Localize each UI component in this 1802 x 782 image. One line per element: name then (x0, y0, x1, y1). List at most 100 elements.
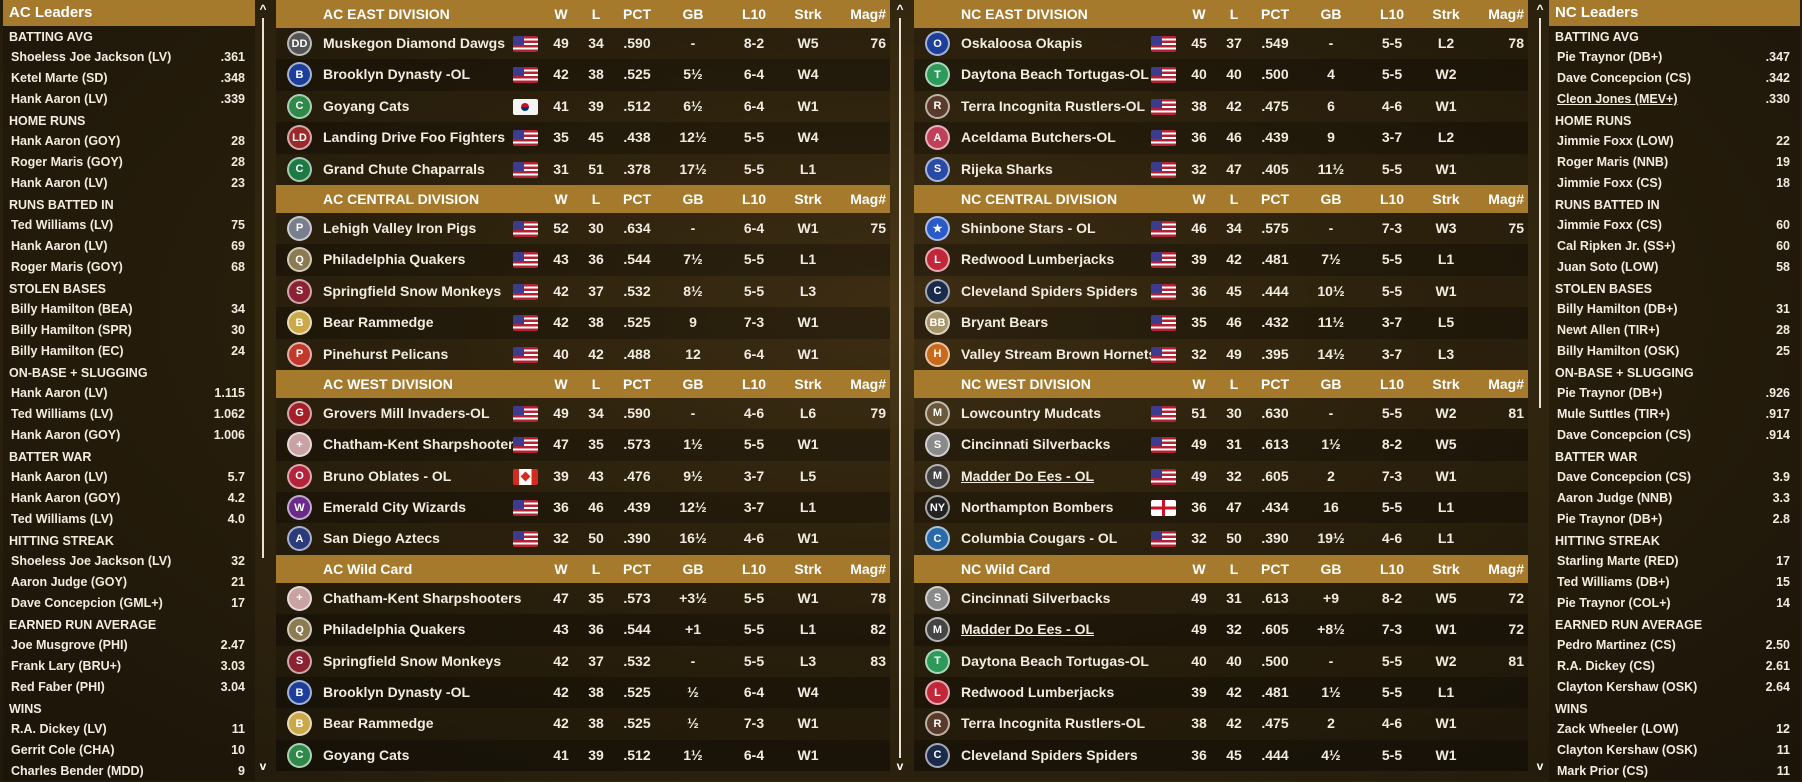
column-header-mag[interactable]: Mag# (1488, 560, 1524, 577)
scroll-thumb[interactable] (262, 18, 264, 558)
column-header-pct[interactable]: PCT (623, 190, 651, 207)
team-row[interactable]: T Daytona Beach Tortugas-OL 40 40 .500 4 5-5 W2 (914, 59, 1528, 91)
team-row[interactable]: C Goyang Cats 41 39 .512 1½ 6-4 W1 (276, 739, 890, 772)
column-header-strk[interactable]: Strk (1432, 560, 1460, 577)
team-name[interactable]: Chatham-Kent Sharpshooters (323, 589, 522, 606)
leader-row[interactable]: Clayton Kershaw (OSK) 2.64 (1549, 677, 1800, 698)
column-header-gb[interactable]: GB (1320, 560, 1342, 577)
team-name[interactable]: Chatham-Kent Sharpshooters (323, 436, 522, 453)
column-header-pct[interactable]: PCT (1261, 6, 1289, 22)
team-row[interactable]: M Lowcountry Mudcats 51 30 .630 - 5-5 W2 81 (914, 397, 1528, 430)
leader-row[interactable]: Ted Williams (LV) 1.062 (3, 404, 255, 425)
player-name[interactable]: Joe Musgrove (PHI) (11, 638, 128, 652)
column-header-gb[interactable]: GB (682, 6, 704, 22)
team-name[interactable]: Goyang Cats (323, 97, 410, 114)
leader-row[interactable]: Shoeless Joe Jackson (LV) 32 (3, 551, 255, 572)
column-header-strk[interactable]: Strk (1432, 190, 1460, 207)
column-header-strk[interactable]: Strk (1432, 6, 1460, 22)
leader-row[interactable]: Roger Maris (NNB) 19 (1549, 152, 1800, 173)
team-name[interactable]: Emerald City Wizards (323, 499, 467, 516)
column-header-strk[interactable]: Strk (794, 560, 822, 577)
player-name[interactable]: Zack Wheeler (LOW) (1557, 722, 1679, 736)
column-header-pct[interactable]: PCT (623, 375, 651, 392)
column-header-l[interactable]: L (591, 190, 601, 207)
leader-row[interactable]: R.A. Dickey (LV) 11 (3, 719, 255, 740)
team-row[interactable]: G Grovers Mill Invaders-OL 49 34 .590 - 4-6 L6 7… (276, 397, 890, 430)
leader-row[interactable]: Mark Prior (CS) 11 (1549, 761, 1800, 782)
player-name[interactable]: Cal Ripken Jr. (SS+) (1557, 239, 1676, 253)
leader-row[interactable]: Hank Aaron (GOY) 4.2 (3, 488, 255, 509)
player-name[interactable]: Newt Allen (TIR+) (1557, 323, 1660, 337)
column-header-pct[interactable]: PCT (623, 560, 651, 577)
team-row[interactable]: NY Northampton Bombers 36 47 .434 16 5-5 L1 (914, 492, 1528, 524)
player-name[interactable]: Ted Williams (DB+) (1557, 575, 1670, 589)
team-row[interactable]: B Brooklyn Dynasty -OL 42 38 .525 5½ 6-4 W4 (276, 59, 890, 91)
team-row[interactable]: B Bear Rammedge 42 38 .525 ½ 7-3 W1 (276, 708, 890, 740)
leader-row[interactable]: Newt Allen (TIR+) 28 (1549, 320, 1800, 341)
team-row[interactable]: M Madder Do Ees - OL 49 32 .605 +8½ 7-3 W1 72 (914, 614, 1528, 646)
leader-row[interactable]: Charles Bender (MDD) 9 (3, 761, 255, 782)
column-header-gb[interactable]: GB (682, 375, 704, 392)
column-header-w[interactable]: W (1192, 560, 1206, 577)
team-name[interactable]: Cincinnati Silverbacks (961, 436, 1111, 453)
column-header-l[interactable]: L (1229, 560, 1239, 577)
player-name[interactable]: Dave Concepcion (GML+) (11, 596, 163, 610)
column-header-gb[interactable]: GB (1320, 375, 1342, 392)
leader-row[interactable]: Ted Williams (DB+) 15 (1549, 572, 1800, 593)
column-header-pct[interactable]: PCT (623, 6, 651, 22)
player-name[interactable]: Dave Concepcion (CS) (1557, 470, 1692, 484)
team-name[interactable]: Cleveland Spiders Spiders (961, 746, 1138, 763)
team-row[interactable]: Q Philadelphia Quakers 43 36 .544 7½ 5-5 L1 (276, 244, 890, 276)
team-name[interactable]: Northampton Bombers (961, 499, 1114, 516)
column-header-l[interactable]: L (1229, 375, 1239, 392)
leader-row[interactable]: Ketel Marte (SD) .348 (3, 68, 255, 89)
team-name[interactable]: Landing Drive Foo Fighters (323, 129, 506, 146)
team-name[interactable]: Terra Incognita Rustlers-OL (961, 97, 1146, 114)
player-name[interactable]: Billy Hamilton (DB+) (1557, 302, 1678, 316)
team-row[interactable]: O Oskaloosa Okapis 45 37 .549 - 5-5 L2 78 (914, 28, 1528, 60)
team-row[interactable]: S Springfield Snow Monkeys 42 37 .532 - 5-5 L3 8… (276, 645, 890, 678)
team-row[interactable]: LD Landing Drive Foo Fighters 35 45 .438 12½ 5… (276, 122, 890, 154)
team-row[interactable]: S Rijeka Sharks 32 47 .405 11½ 5-5 W1 (914, 153, 1528, 185)
column-header-strk[interactable]: Strk (794, 375, 822, 392)
player-name[interactable]: Clayton Kershaw (OSK) (1557, 680, 1698, 694)
column-header-mag[interactable]: Mag# (850, 560, 886, 577)
team-row[interactable]: L Redwood Lumberjacks 39 42 .481 1½ 5-5 L1 (914, 677, 1528, 709)
team-row[interactable]: T Daytona Beach Tortugas-OL 40 40 .500 - 5-5 W2… (914, 645, 1528, 678)
team-name[interactable]: Oskaloosa Okapis (961, 35, 1083, 51)
leader-row[interactable]: Frank Lary (BRU+) 3.03 (3, 656, 255, 677)
team-name[interactable]: Aceldama Butchers-OL (961, 129, 1116, 146)
player-name[interactable]: Jimmie Foxx (CS) (1557, 218, 1662, 232)
leader-row[interactable]: Jimmie Foxx (LOW) 22 (1549, 131, 1800, 152)
team-row[interactable]: H Valley Stream Brown Hornets 32 49 .395 14½ 3… (914, 338, 1528, 370)
column-header-l10[interactable]: L10 (1379, 560, 1405, 577)
team-row[interactable]: P Pinehurst Pelicans 40 42 .488 12 6-4 W1 (276, 338, 890, 370)
team-row[interactable]: O Bruno Oblates - OL 39 43 .476 9½ 3-7 L5 (276, 460, 890, 493)
leader-row[interactable]: Aaron Judge (NNB) 3.3 (1549, 488, 1800, 509)
column-header-strk[interactable]: Strk (1432, 375, 1460, 392)
scroll-up-icon[interactable]: ^ (259, 2, 267, 16)
leader-row[interactable]: Billy Hamilton (BEA) 34 (3, 299, 255, 320)
team-name[interactable]: Bear Rammedge (323, 715, 434, 732)
team-name[interactable]: Grand Chute Chaparrals (323, 160, 485, 177)
team-row[interactable]: C Cleveland Spiders Spiders 36 45 .444 10½ 5-5… (914, 275, 1528, 308)
player-name[interactable]: Hank Aaron (LV) (11, 470, 108, 484)
player-name[interactable]: Hank Aaron (GOY) (11, 134, 121, 148)
column-header-pct[interactable]: PCT (1261, 375, 1289, 392)
column-header-strk[interactable]: Strk (794, 6, 822, 22)
player-name[interactable]: Billy Hamilton (BEA) (11, 302, 133, 316)
team-name[interactable]: Goyang Cats (323, 746, 410, 763)
leader-row[interactable]: Pie Traynor (DB+) .926 (1549, 383, 1800, 404)
leader-row[interactable]: Jimmie Foxx (CS) 18 (1549, 173, 1800, 194)
leader-row[interactable]: Hank Aaron (GOY) 1.006 (3, 425, 255, 446)
leader-row[interactable]: Billy Hamilton (SPR) 30 (3, 320, 255, 341)
leader-row[interactable]: Juan Soto (LOW) 58 (1549, 257, 1800, 278)
scroll-up-icon[interactable]: ^ (896, 2, 904, 16)
player-name[interactable]: Hank Aaron (LV) (11, 386, 108, 400)
column-header-l10[interactable]: L10 (741, 190, 767, 207)
team-name[interactable]: San Diego Aztecs (323, 530, 440, 547)
column-header-w[interactable]: W (1192, 190, 1206, 207)
team-row[interactable]: B Brooklyn Dynasty -OL 42 38 .525 ½ 6-4 W4 (276, 677, 890, 709)
column-header-mag[interactable]: Mag# (1488, 190, 1524, 207)
leader-row[interactable]: Jimmie Foxx (CS) 60 (1549, 215, 1800, 236)
